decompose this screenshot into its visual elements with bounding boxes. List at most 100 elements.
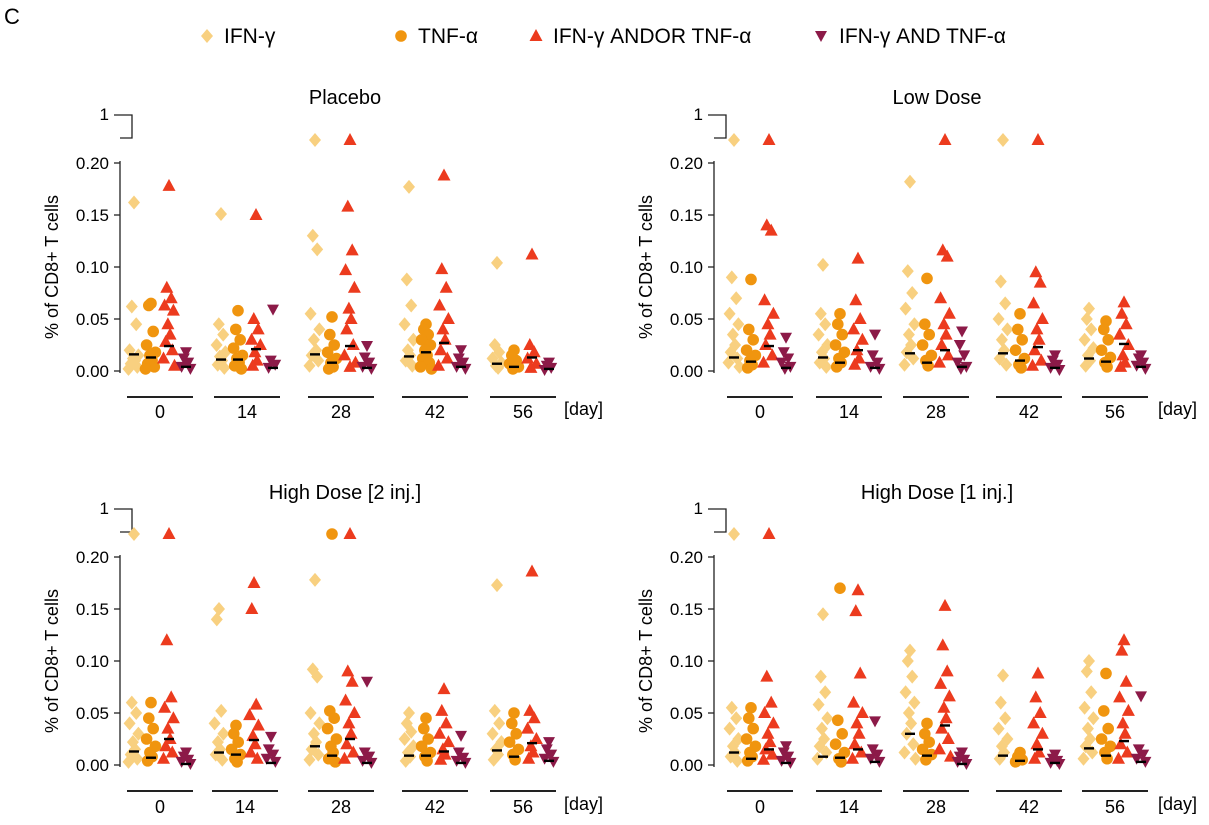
data-point <box>921 717 933 730</box>
data-point <box>869 716 881 728</box>
data-point <box>765 348 779 361</box>
data-point <box>405 298 418 313</box>
data-point <box>455 345 467 357</box>
data-point <box>732 317 745 332</box>
data-point <box>248 737 262 750</box>
data-point <box>168 358 181 371</box>
data-point <box>131 751 144 766</box>
data-point <box>166 303 180 316</box>
data-point <box>1078 700 1091 715</box>
data-point <box>902 327 915 342</box>
data-point <box>849 293 863 306</box>
data-point <box>162 178 176 191</box>
data-point <box>1029 690 1043 703</box>
data-point <box>491 255 503 270</box>
data-point <box>309 572 321 587</box>
y-axis-label: % of CD8+ T cells <box>636 195 656 339</box>
data-point <box>920 754 932 766</box>
data-point <box>940 249 954 262</box>
data-point <box>951 756 964 768</box>
data-point <box>869 329 881 341</box>
data-point <box>725 270 738 285</box>
data-point <box>347 706 361 718</box>
data-point <box>902 706 915 720</box>
y-tick-label: 0.05 <box>670 310 703 329</box>
data-point <box>361 676 373 688</box>
data-point <box>909 751 922 766</box>
data-point <box>342 716 356 729</box>
data-point <box>817 257 829 272</box>
data-point <box>873 363 886 375</box>
legend: IFN-γ TNF-α IFN-γ ANDOR TNF-α IFN-γ AND TNF… <box>201 25 1006 48</box>
y-tick-label: 0.00 <box>670 756 703 775</box>
data-point <box>307 332 320 347</box>
data-point <box>847 322 861 335</box>
data-point <box>522 751 536 764</box>
data-point <box>347 280 361 293</box>
data-point <box>455 730 467 742</box>
data-point <box>743 712 755 724</box>
data-point <box>1137 357 1150 369</box>
data-point <box>829 339 842 351</box>
data-point <box>215 703 228 718</box>
chart-panel: Low Dose 1 0.00 0.05 0.10 0.15 0.20 % of CD8+ T… <box>636 87 1197 422</box>
data-point <box>543 737 555 749</box>
data-point <box>921 272 933 285</box>
data-point <box>437 682 451 695</box>
data-point <box>782 353 795 365</box>
data-point <box>244 745 258 758</box>
data-point <box>508 707 520 719</box>
data-point <box>1016 334 1028 346</box>
data-point <box>1027 296 1041 309</box>
data-point <box>1112 751 1125 764</box>
data-point <box>951 357 964 369</box>
data-point <box>437 168 451 181</box>
y-tick-label: 0.10 <box>76 652 109 671</box>
data-point <box>140 733 153 745</box>
data-point <box>741 755 754 767</box>
data-point <box>778 363 791 375</box>
x-category-label: 0 <box>155 402 165 422</box>
x-category-label: 14 <box>237 402 257 422</box>
data-point <box>435 262 449 275</box>
data-point <box>161 317 175 330</box>
data-point <box>836 728 848 740</box>
axis-break <box>708 508 727 533</box>
data-point <box>414 361 427 373</box>
data-point <box>722 355 735 370</box>
data-point <box>1117 295 1131 308</box>
data-point <box>130 706 143 720</box>
data-point <box>764 223 778 236</box>
data-point <box>1116 348 1130 361</box>
data-point <box>1117 633 1131 646</box>
data-point <box>942 306 956 319</box>
data-point <box>898 745 911 760</box>
data-point <box>1121 703 1135 716</box>
data-point <box>340 737 354 750</box>
data-point <box>820 359 833 374</box>
data-point <box>245 332 259 345</box>
data-point <box>1137 749 1150 761</box>
data-point <box>1085 685 1098 700</box>
data-point <box>933 355 946 368</box>
data-point <box>248 345 262 358</box>
data-point <box>1098 705 1110 717</box>
x-unit-label: [day] <box>564 399 603 419</box>
data-point <box>493 716 506 731</box>
data-point <box>853 666 867 679</box>
data-point <box>934 291 948 304</box>
data-point <box>941 732 955 744</box>
y-tick-label: 0.10 <box>670 652 703 671</box>
legend-label: TNF-α <box>418 25 478 48</box>
data-point <box>916 743 929 756</box>
data-point <box>780 332 792 344</box>
data-point <box>251 718 265 731</box>
data-point <box>1035 312 1049 324</box>
data-point <box>147 325 159 338</box>
data-point <box>1083 654 1095 668</box>
data-point <box>164 690 178 703</box>
data-point <box>158 700 172 713</box>
data-point <box>434 343 448 356</box>
data-point <box>321 722 334 735</box>
y-tick-label: 0.10 <box>76 258 109 277</box>
